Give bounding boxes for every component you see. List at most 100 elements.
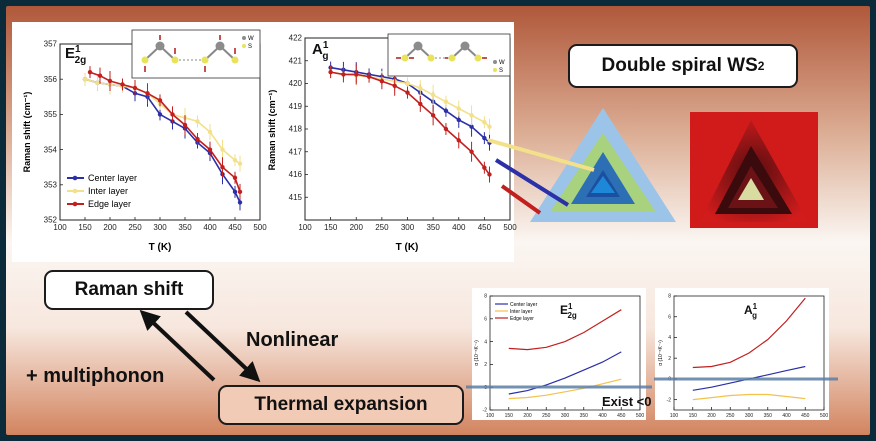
legend-label-edge: Edge layer: [88, 199, 131, 209]
data-point: [220, 147, 225, 152]
data-point: [469, 113, 474, 118]
raman-shift-text: Raman shift: [74, 279, 184, 300]
x-tick-label: 500: [820, 413, 829, 419]
mode-label: A1 g: [744, 302, 758, 320]
legend-s-label: S: [248, 44, 252, 50]
legend-label-inter: Inter layer: [88, 186, 128, 196]
x-tick-label: 250: [542, 413, 551, 419]
data-point: [87, 69, 93, 75]
mode-label: E1 2g: [560, 302, 577, 320]
y-axis-label: α (10⁻⁵K⁻¹): [658, 340, 664, 366]
data-point: [195, 119, 200, 124]
mode-sup: 1: [323, 40, 329, 51]
x-tick-label: 450: [801, 413, 810, 419]
series-line-edge: [692, 297, 806, 369]
x-axis-label: T (K): [149, 242, 172, 253]
x-tick-label: 500: [636, 413, 645, 419]
s-atom: [427, 54, 435, 62]
data-point: [237, 161, 243, 166]
structure-inset: W S: [387, 33, 511, 77]
data-point: [456, 106, 461, 111]
y-tick-label: 422: [289, 34, 303, 43]
legend-label-center: Center layer: [510, 302, 538, 308]
legend-dot-center: [72, 175, 78, 181]
data-point: [430, 113, 436, 118]
y-tick-label: 352: [44, 216, 58, 225]
y-tick-label: 6: [668, 314, 671, 320]
mode-sub: g: [322, 51, 328, 62]
vibration-arrow-icon: [144, 35, 236, 72]
tick-labels: 100 150 200 250 300 350 400 450 500 352 353 354 355 3…: [44, 40, 268, 232]
s-atom: [231, 56, 239, 64]
x-tick-label: 100: [670, 413, 679, 419]
data-point: [157, 98, 163, 103]
mode-sup: 1: [568, 302, 573, 311]
y-axis-label: Raman shift (cm⁻¹): [267, 90, 277, 171]
raman-chart-a1g: 100 150 200 250 300 350 400 450 500 415 416 417 418 4…: [267, 33, 517, 253]
mode-letter: E: [560, 303, 568, 317]
series-line-inter: [692, 393, 806, 401]
x-axis-label: T (K): [396, 242, 419, 253]
x-tick-label: 200: [103, 223, 117, 232]
series-line-center: [508, 351, 622, 395]
x-tick-label: 300: [561, 413, 570, 419]
y-tick-label: 4: [484, 339, 487, 345]
legend-w-label: W: [499, 60, 505, 66]
legend-w-label: W: [248, 36, 254, 42]
optical-image: [690, 112, 818, 228]
alpha-panel-backdrop: [655, 288, 829, 420]
data-point: [443, 126, 449, 132]
x-tick-label: 250: [726, 413, 735, 419]
data-point: [220, 165, 225, 170]
data-point: [405, 90, 410, 95]
title-subscript: 2: [757, 59, 765, 73]
y-axis-label: Raman shift (cm⁻¹): [22, 92, 32, 173]
x-tick-label: 200: [350, 223, 364, 232]
data-point: [405, 81, 410, 86]
w-atom: [215, 41, 225, 51]
x-tick-label: 450: [478, 223, 492, 232]
data-point: [430, 92, 436, 98]
data-point: [232, 189, 238, 195]
y-tick-label: 2: [668, 356, 671, 362]
flake-schematic: [487, 108, 676, 222]
exist-label: Exist <0: [602, 394, 652, 409]
x-tick-label: 250: [375, 223, 389, 232]
legend-w-dot: [242, 36, 246, 40]
data-point: [456, 117, 461, 123]
data-point: [95, 80, 100, 85]
y-tick-label: 355: [44, 110, 58, 119]
flake-center: [738, 178, 764, 200]
series-legend: Center layer Inter layer Edge layer: [67, 173, 137, 209]
legend-label-center: Center layer: [88, 173, 137, 183]
data-point: [328, 69, 333, 75]
data-point: [182, 122, 188, 128]
data-point: [482, 165, 487, 170]
mode-sup: 1: [753, 302, 758, 311]
data-point: [487, 172, 492, 177]
data-point: [145, 91, 150, 96]
nonlinear-label: Nonlinear: [246, 329, 338, 351]
x-tick-label: 350: [426, 223, 440, 232]
data-point: [418, 85, 423, 91]
data-point: [232, 175, 238, 180]
legend-label-inter: Inter layer: [510, 309, 533, 315]
y-tick-label: 415: [289, 193, 303, 202]
arrow-multiphonon: [139, 309, 216, 382]
legend-label-edge: Edge layer: [510, 316, 534, 322]
data-point: [170, 112, 175, 117]
data-point: [195, 136, 200, 142]
data-point: [418, 101, 423, 107]
pointer-edge: [500, 184, 542, 215]
mode-sub: g: [752, 311, 757, 320]
y-tick-label: -2: [667, 397, 672, 403]
x-tick-label: 400: [452, 223, 466, 232]
x-tick-label: 500: [503, 223, 517, 232]
x-tick-label: 400: [598, 413, 607, 419]
title-box: Double spiral WS 2: [568, 44, 798, 88]
data-point: [482, 119, 487, 125]
y-tick-label: 418: [289, 125, 303, 134]
